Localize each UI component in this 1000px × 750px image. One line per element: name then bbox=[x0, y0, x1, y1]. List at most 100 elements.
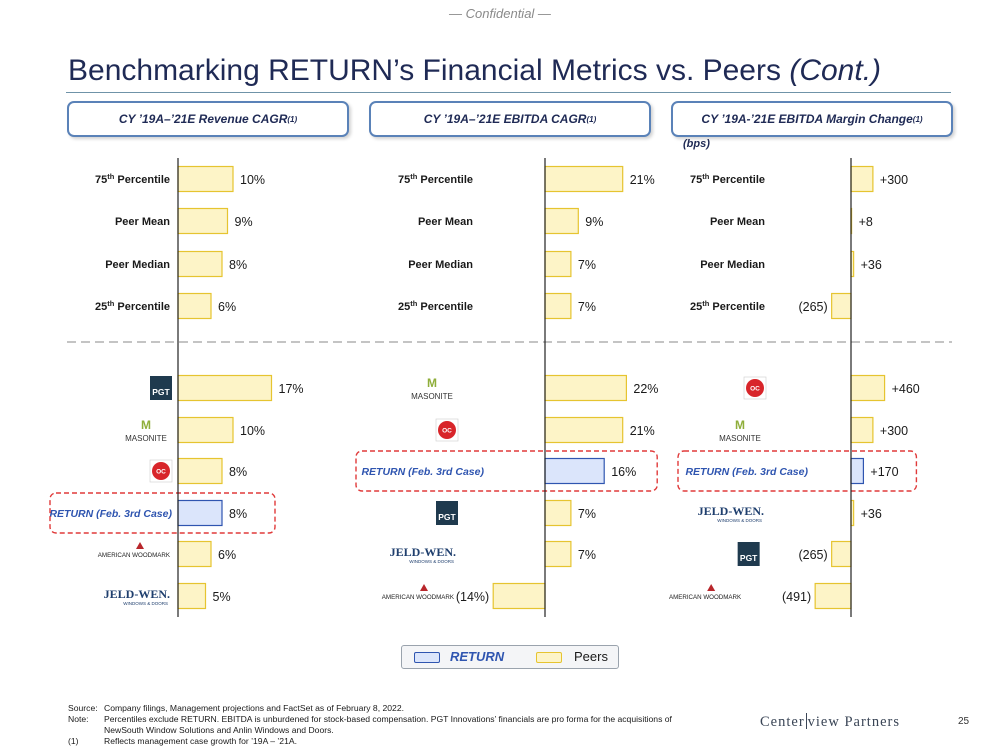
masonite-logo-text: MASONITE bbox=[411, 392, 453, 401]
data-label: 17% bbox=[279, 382, 304, 396]
data-label: (265) bbox=[798, 300, 827, 314]
title-divider bbox=[66, 92, 951, 93]
peer-bar bbox=[492, 582, 546, 610]
peer-bar bbox=[544, 165, 624, 193]
page-number: 25 bbox=[958, 716, 970, 727]
peer-bar bbox=[177, 374, 273, 402]
data-label: 8% bbox=[229, 507, 247, 521]
return-callout-box bbox=[49, 492, 276, 534]
masonite-logo-text: MASONITE bbox=[125, 434, 167, 443]
pgt-logo: PGT bbox=[737, 542, 760, 566]
masonite-mark: M bbox=[427, 376, 437, 390]
masonite-mark: M bbox=[735, 418, 745, 432]
footnote-marker: (1) bbox=[586, 114, 597, 124]
legend-label-return: RETURN bbox=[450, 649, 505, 664]
american-woodmark-mark bbox=[707, 584, 716, 591]
data-label: 22% bbox=[633, 382, 658, 396]
footnote-note-cont: NewSouth Window Solutions and Anlin Wind… bbox=[104, 725, 334, 735]
peer-bar bbox=[831, 292, 852, 320]
peer-bar bbox=[544, 250, 572, 278]
stat-row-label: Peer Median bbox=[105, 259, 170, 271]
return-row-label: RETURN (Feb. 3rd Case) bbox=[49, 508, 172, 520]
data-label: 5% bbox=[213, 590, 231, 604]
stat-row-label: 75th Percentile bbox=[398, 172, 473, 186]
data-label: 10% bbox=[240, 173, 265, 187]
data-label: (14%) bbox=[456, 590, 489, 604]
stat-row-label: 25th Percentile bbox=[95, 299, 170, 313]
owens-corning-logo-disc bbox=[152, 462, 170, 480]
centerview-logo: Center view Partners bbox=[760, 713, 900, 730]
awm-logo: AMERICAN WOODMARK bbox=[382, 584, 455, 601]
masonite-logo-text: MASONITE bbox=[719, 434, 761, 443]
return-bar bbox=[850, 457, 865, 485]
panel-title: CY ’19A–’21E Revenue CAGR bbox=[118, 112, 288, 126]
data-label: 9% bbox=[585, 215, 603, 229]
stat-row-label: Peer Median bbox=[700, 259, 765, 271]
peer-bar bbox=[177, 207, 229, 235]
owens-corning-logo-disc bbox=[438, 421, 456, 439]
pgt-logo-block bbox=[737, 542, 760, 566]
stat-row-label: 75th Percentile bbox=[95, 172, 170, 186]
awm-logo: AMERICAN WOODMARK bbox=[98, 542, 171, 559]
data-label: 10% bbox=[240, 424, 265, 438]
data-label: +300 bbox=[880, 173, 908, 187]
jeld-wen-logo-text: JELD-WEN. bbox=[698, 504, 764, 518]
return-callout-box bbox=[677, 450, 918, 492]
data-label: 6% bbox=[218, 300, 236, 314]
data-label: 7% bbox=[578, 507, 596, 521]
peer-bar bbox=[177, 292, 212, 320]
masonite-logo: M MASONITE bbox=[411, 376, 453, 401]
pgt-logo-text: PGT bbox=[740, 553, 758, 563]
panel-header-margin-change: CY ’19A-’21E EBITDA Margin Change (1) bbox=[671, 101, 953, 137]
page-title-main: Benchmarking RETURN’s Financial Metrics … bbox=[68, 54, 781, 87]
stat-row-label: Peer Mean bbox=[710, 216, 765, 228]
data-label: (491) bbox=[782, 590, 811, 604]
owens-corning-logo-text: OC bbox=[156, 469, 166, 476]
american-woodmark-mark bbox=[420, 584, 428, 591]
american-woodmark-logo-text: AMERICAN WOODMARK bbox=[98, 552, 171, 559]
awm-logo: AMERICAN WOODMARK bbox=[669, 584, 742, 601]
data-label: 9% bbox=[235, 215, 253, 229]
pgt-logo-text: PGT bbox=[438, 512, 456, 522]
jeld-wen-logo-tagline: WINDOWS & DOORS bbox=[409, 559, 454, 564]
peer-bar bbox=[544, 499, 572, 527]
peer-bar bbox=[544, 292, 572, 320]
data-label: +170 bbox=[870, 465, 898, 479]
footnote-marker: (1) bbox=[912, 114, 923, 124]
data-label: 7% bbox=[578, 258, 596, 272]
stat-row-label: 25th Percentile bbox=[690, 299, 765, 313]
page-title-suffix: (Cont.) bbox=[789, 54, 882, 87]
data-label: 16% bbox=[611, 465, 636, 479]
pgt-logo-text: PGT bbox=[152, 387, 170, 397]
pgt-logo: PGT bbox=[436, 501, 458, 525]
pgt-logo-block bbox=[150, 376, 172, 400]
return-bar bbox=[544, 457, 605, 485]
data-label: +36 bbox=[861, 507, 882, 521]
panel-title: CY ’19A–’21E EBITDA CAGR bbox=[423, 112, 587, 126]
footnote-1: (1) Reflects management case growth for ’… bbox=[68, 736, 297, 746]
american-woodmark-mark bbox=[136, 542, 144, 549]
peer-bar bbox=[177, 540, 212, 568]
peer-bar bbox=[814, 582, 852, 610]
legend-label-peers: Peers bbox=[574, 649, 608, 664]
peer-bar bbox=[544, 374, 628, 402]
stat-row-label: Peer Mean bbox=[115, 216, 170, 228]
footnote-marker: (1) bbox=[287, 114, 298, 124]
stat-row-label: 25th Percentile bbox=[398, 299, 473, 313]
peer-bar bbox=[544, 540, 572, 568]
data-label: 21% bbox=[630, 173, 655, 187]
unit-label-bps: (bps) bbox=[683, 138, 710, 150]
panel-title: CY ’19A-’21E EBITDA Margin Change bbox=[701, 112, 913, 126]
jeldwen-logo: JELD-WEN.WINDOWS & DOORS bbox=[390, 545, 456, 564]
peer-bar bbox=[177, 165, 234, 193]
american-woodmark-logo-text: AMERICAN WOODMARK bbox=[382, 594, 455, 601]
legend: RETURN Peers bbox=[401, 645, 619, 669]
peer-bar bbox=[850, 416, 874, 444]
chart-panel-1: 75th Percentile 10% Peer Mean 9% Peer Median… bbox=[49, 158, 304, 617]
panel-header-revenue-cagr: CY ’19A–’21E Revenue CAGR (1) bbox=[67, 101, 349, 137]
data-label: 7% bbox=[578, 548, 596, 562]
pgt-logo: PGT bbox=[150, 376, 172, 400]
pgt-logo-block bbox=[436, 501, 458, 525]
data-label: +460 bbox=[892, 382, 920, 396]
